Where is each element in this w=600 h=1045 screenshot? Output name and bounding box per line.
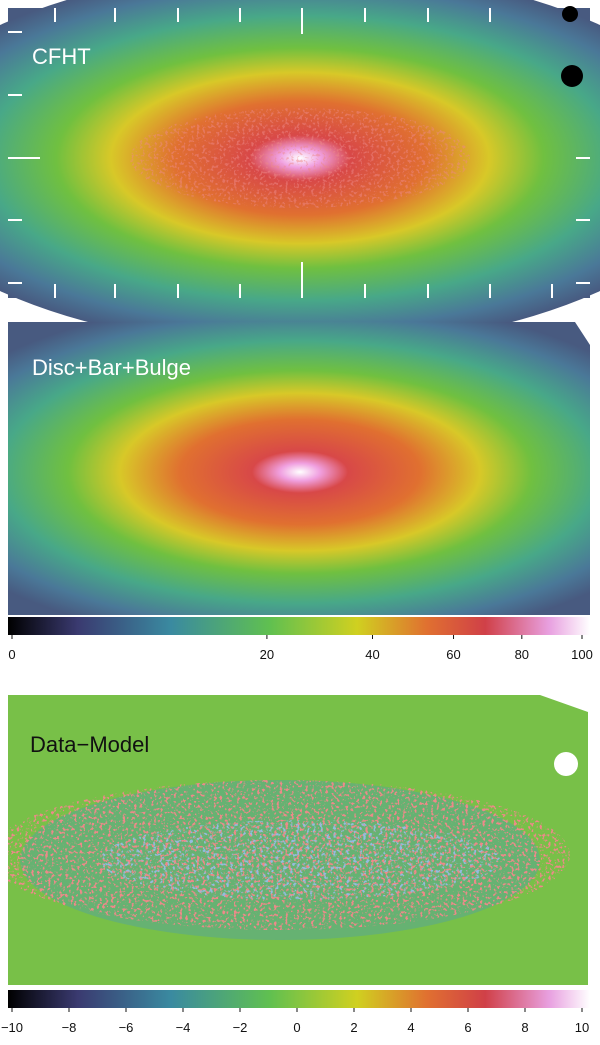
panel-model <box>8 322 590 615</box>
colorbar-tick-label: 80 <box>515 647 529 662</box>
panel-cfht: CFHT <box>0 0 600 348</box>
colorbar-tick-label: 100 <box>571 647 593 662</box>
colorbar-tick-label: −8 <box>62 1020 77 1035</box>
panel-label: CFHT <box>32 44 91 69</box>
colorbar-tick-label: 6 <box>464 1020 471 1035</box>
colorbar-tick-label: 0 <box>293 1020 300 1035</box>
colorbar-tick-label: −10 <box>1 1020 23 1035</box>
colorbars: 0 20 40 60 80 100 −10 −8 −6 −4 −2 0 2 4 6 8 10 <box>1 617 593 1035</box>
colorbar-tick-label: −2 <box>233 1020 248 1035</box>
colorbar <box>8 990 590 1008</box>
panel-label: Data−Model <box>30 732 149 757</box>
panel-residual <box>8 695 588 985</box>
colorbar-tick-label: 20 <box>260 647 274 662</box>
colorbar-tick-label: 8 <box>521 1020 528 1035</box>
colorbar-tick-label: 40 <box>365 647 379 662</box>
colorbar-tick-label: −4 <box>176 1020 191 1035</box>
colorbar-tick-label: 0 <box>8 647 15 662</box>
colorbar-tick-label: 10 <box>575 1020 589 1035</box>
panel-label: Disc+Bar+Bulge <box>32 355 191 380</box>
colorbar-tick-label: 60 <box>446 647 460 662</box>
colorbar <box>8 617 590 635</box>
colorbar-tick-label: 4 <box>407 1020 414 1035</box>
colorbar-tick-label: 2 <box>350 1020 357 1035</box>
colorbar-tick-label: −6 <box>119 1020 134 1035</box>
